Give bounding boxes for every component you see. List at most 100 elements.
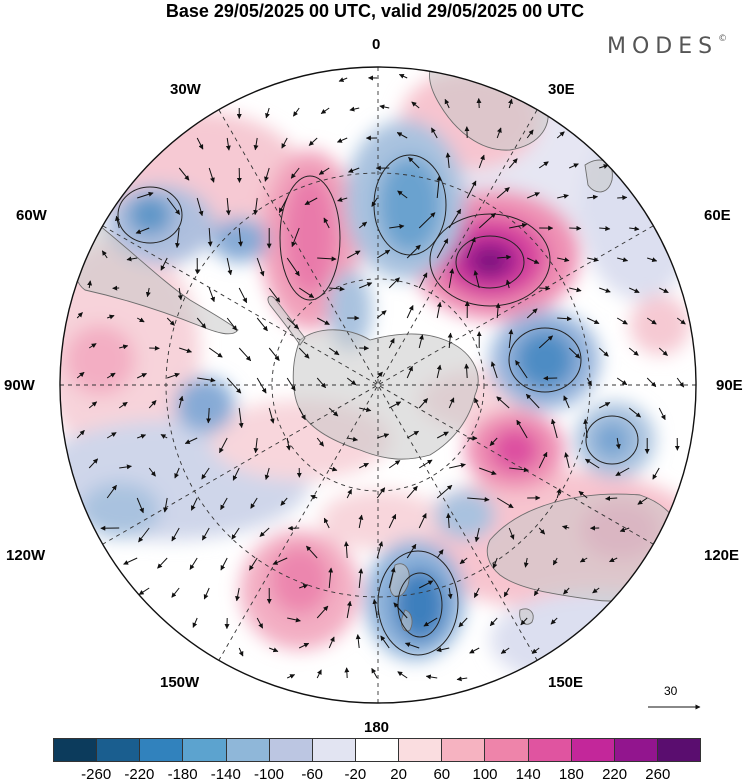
colorbar-tick-label: -260 — [81, 766, 112, 783]
wind-vector — [138, 527, 150, 543]
wind-vector — [157, 557, 168, 569]
wind-vector — [418, 272, 428, 289]
wind-vector — [253, 137, 259, 151]
wind-vector — [136, 373, 147, 379]
wind-vector — [377, 433, 390, 439]
modes-logo: MODES© — [607, 34, 728, 59]
colorbar-swatch — [442, 739, 486, 761]
wind-vector — [397, 190, 408, 199]
wind-vector — [436, 549, 444, 559]
wind-vector — [346, 250, 361, 259]
wind-vector — [479, 467, 497, 476]
wind-vector — [280, 497, 288, 506]
colorbar-swatch — [312, 739, 356, 761]
wind-vector — [652, 467, 660, 480]
wind-vector — [469, 647, 480, 654]
wind-vector — [569, 287, 582, 293]
wind-vector — [347, 436, 358, 442]
wind-vector — [598, 347, 609, 357]
wind-vector — [208, 347, 223, 358]
wind-vector — [388, 401, 402, 409]
wind-vector — [177, 287, 183, 301]
wind-vector — [447, 587, 453, 600]
wind-vector — [235, 587, 241, 602]
wind-vector — [587, 194, 598, 200]
wind-vector — [380, 635, 390, 649]
wind-vector — [264, 167, 270, 182]
wind-vector — [328, 347, 340, 356]
wind-vector — [286, 257, 300, 277]
wind-vector — [106, 372, 116, 379]
wind-vector — [418, 580, 434, 589]
wind-vector — [106, 432, 117, 439]
wind-vector — [203, 587, 210, 600]
wind-vector — [497, 254, 512, 260]
wind-vector — [76, 430, 85, 439]
wind-vector — [552, 557, 558, 566]
lon-label-90w: 90W — [4, 377, 35, 394]
wind-vector — [118, 401, 128, 409]
wind-vector — [658, 287, 669, 294]
wind-vector — [568, 347, 581, 359]
wind-vector — [556, 488, 562, 499]
wind-vector — [538, 451, 548, 469]
wind-vector — [238, 647, 244, 657]
wind-vector — [166, 197, 181, 215]
wind-vector — [298, 347, 310, 359]
wind-vector — [436, 484, 453, 499]
wind-vector — [220, 557, 228, 571]
wind-vector — [408, 156, 420, 169]
wind-vector — [208, 287, 216, 303]
lon-label-60w: 60W — [16, 207, 47, 224]
wind-vector — [371, 197, 378, 207]
wind-vector — [509, 467, 529, 473]
wind-vector — [259, 527, 270, 537]
wind-vector — [298, 642, 310, 649]
wind-vector — [538, 335, 553, 349]
wind-vector — [225, 137, 231, 151]
wind-vector — [425, 674, 438, 680]
wind-vector — [253, 197, 259, 216]
wind-vector — [431, 127, 438, 139]
wind-vector — [646, 377, 657, 388]
wind-vector — [119, 464, 132, 470]
wind-vector — [268, 407, 275, 424]
wind-vector — [445, 152, 451, 169]
wind-vector — [489, 617, 498, 627]
wind-vector — [76, 312, 83, 319]
wind-vector — [609, 557, 618, 563]
wind-vector — [250, 497, 258, 509]
wind-vector — [418, 334, 424, 349]
wind-vector — [87, 280, 93, 289]
colorbar-tick-label: -60 — [301, 766, 324, 783]
wind-vector — [123, 557, 138, 565]
colorbar-tick-label: -20 — [344, 766, 367, 783]
wind-vector — [617, 195, 628, 201]
wind-vector — [583, 418, 589, 439]
wind-vector — [436, 364, 442, 379]
wind-vector — [269, 647, 279, 653]
wind-vector — [406, 430, 420, 439]
wind-vector — [163, 497, 168, 513]
wind-vector — [473, 270, 480, 289]
wind-vector — [616, 377, 628, 386]
wind-vector — [579, 557, 588, 563]
wind-vector — [135, 227, 150, 234]
colorbar — [53, 738, 701, 762]
wind-vector — [371, 667, 378, 679]
wind-vector — [286, 317, 299, 330]
wind-vector — [389, 224, 405, 230]
wind-vector — [160, 434, 168, 439]
wind-vector — [328, 636, 335, 649]
wind-vector — [136, 497, 144, 514]
colorbar-tick-label: -100 — [253, 766, 285, 783]
wind-vector — [447, 332, 453, 349]
wind-vector — [526, 257, 540, 264]
wind-vector — [88, 458, 99, 469]
wind-vector — [619, 527, 630, 533]
wind-vector — [336, 137, 348, 143]
wind-vector — [376, 249, 391, 259]
wind-vector — [268, 347, 280, 361]
wind-vector — [207, 227, 213, 247]
